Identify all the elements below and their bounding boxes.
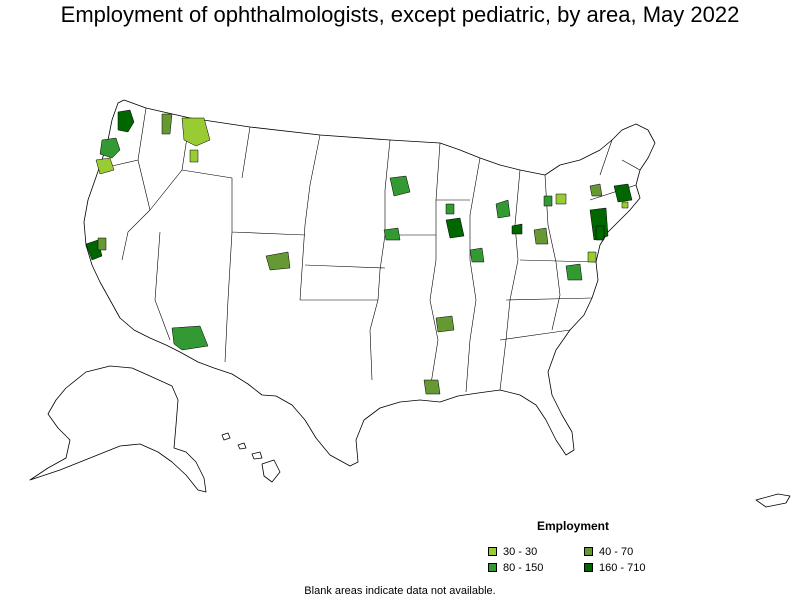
- state-boundaries: [111, 107, 641, 393]
- area-30-30-rochester: [555, 193, 567, 205]
- area-80-150-iowa: [383, 227, 401, 241]
- area-40-70-albany: [589, 183, 603, 197]
- map-footnote: Blank areas indicate data not available.: [304, 585, 496, 597]
- area-160-710-seattle: [117, 109, 135, 133]
- area-160-710-boston: [613, 183, 633, 203]
- area-30-30-oregon: [95, 157, 115, 175]
- state-lines: [111, 107, 641, 393]
- legend-label: 80 - 150: [503, 562, 544, 574]
- area-40-70-denver: [265, 251, 291, 271]
- contiguous-us-outline: [83, 99, 656, 467]
- alaska-outline: [29, 365, 207, 493]
- area-80-150-wisconsin: [445, 203, 455, 215]
- legend: Employment 30 - 30 40 - 70 80 - 150 160 …: [486, 519, 676, 579]
- area-160-710-cleveland: [511, 223, 523, 235]
- map-title: Employment of ophthalmologists, except p…: [60, 2, 740, 27]
- area-80-150-detroit: [495, 199, 511, 219]
- area-160-710-philadelphia: [595, 225, 605, 241]
- legend-swatch: [488, 563, 497, 572]
- hawaii-island-kauai: [221, 432, 231, 441]
- area-30-30-montana: [181, 117, 211, 147]
- legend-swatch: [584, 547, 593, 556]
- legend-label: 160 - 710: [599, 562, 646, 574]
- area-30-30-providence: [621, 201, 629, 209]
- legend-title: Employment: [536, 519, 609, 533]
- area-80-150-phoenix: [171, 325, 209, 351]
- area-40-70-new-orleans: [423, 379, 441, 395]
- area-30-30-idaho-south: [189, 149, 199, 163]
- legend-swatch: [584, 563, 593, 572]
- area-160-710-chicago: [445, 217, 465, 239]
- area-40-70-idaho: [161, 113, 173, 135]
- shaded-areas: [85, 109, 633, 395]
- area-80-150-minneapolis: [389, 175, 411, 197]
- area-30-30-maryland: [587, 251, 597, 263]
- hawaii-island-maui: [251, 451, 263, 460]
- legend-label: 40 - 70: [599, 546, 634, 558]
- area-80-150-upstate-ny: [543, 195, 553, 207]
- hawaii-island-big: [261, 459, 281, 483]
- puerto-rico-outline: [755, 493, 791, 508]
- area-80-150-portland: [99, 137, 121, 159]
- legend-swatch: [488, 547, 497, 556]
- hawaii-island-oahu: [237, 442, 247, 450]
- map-boundaries: [29, 99, 791, 508]
- area-80-150-virginia: [565, 263, 583, 281]
- area-80-150-indianapolis: [469, 247, 485, 263]
- area-40-70-sacramento: [97, 237, 107, 251]
- legend-label: 30 - 30: [503, 546, 538, 558]
- area-40-70-pittsburgh: [533, 227, 549, 245]
- area-40-70-nashville: [435, 315, 455, 333]
